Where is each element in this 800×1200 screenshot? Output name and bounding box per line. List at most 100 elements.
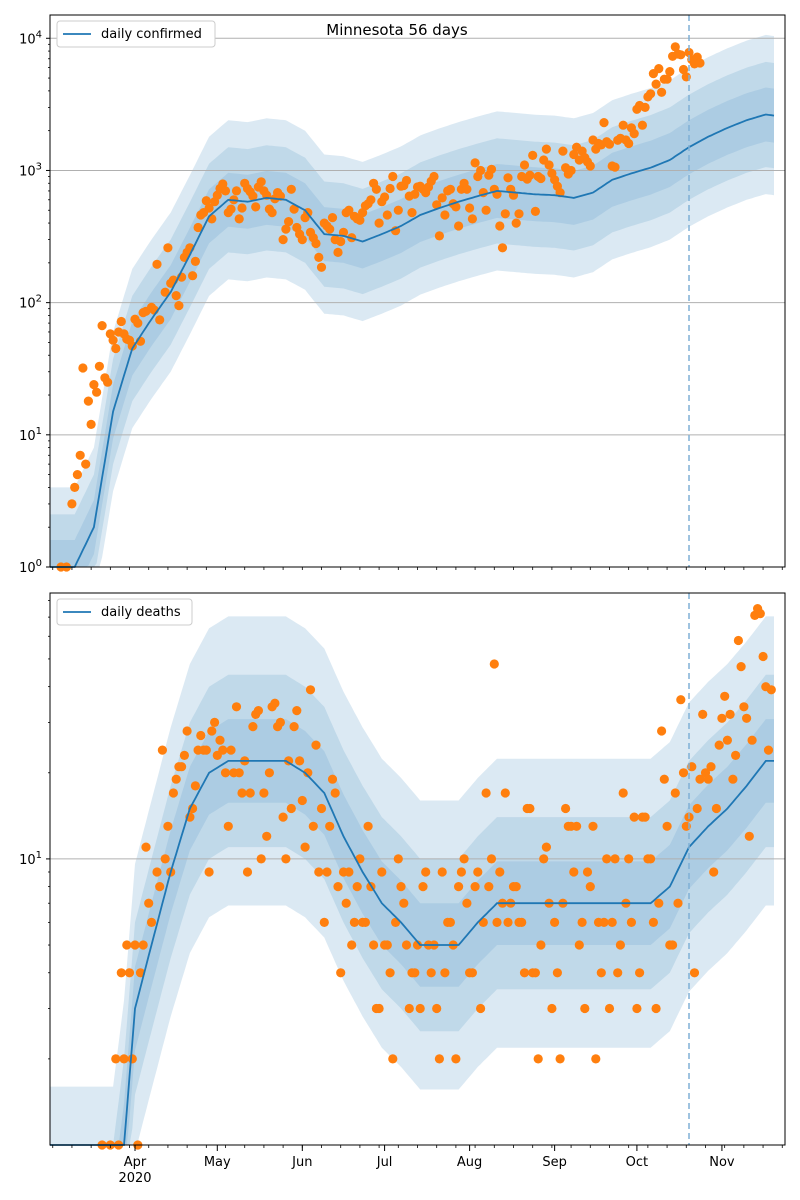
observed-point bbox=[152, 867, 162, 877]
observed-point bbox=[262, 831, 272, 841]
observed-point bbox=[371, 184, 381, 194]
x-tick-year-label: 2020 bbox=[118, 1171, 151, 1186]
observed-point bbox=[492, 917, 502, 928]
observed-point bbox=[511, 218, 521, 228]
observed-point bbox=[495, 221, 505, 231]
observed-point bbox=[659, 774, 669, 784]
observed-point bbox=[582, 867, 593, 877]
uncertainty-band-3 bbox=[50, 616, 774, 1145]
observed-point bbox=[325, 224, 335, 234]
observed-point bbox=[67, 499, 77, 509]
y-tick-label: 104 bbox=[19, 29, 42, 47]
observed-point bbox=[401, 175, 412, 186]
observed-point bbox=[382, 210, 392, 220]
observed-point bbox=[196, 730, 206, 741]
observed-point bbox=[484, 882, 494, 892]
observed-point bbox=[486, 854, 497, 864]
observed-point bbox=[415, 1003, 425, 1014]
observed-point bbox=[251, 202, 261, 212]
observed-point bbox=[264, 768, 274, 778]
observed-point bbox=[360, 917, 370, 928]
observed-point bbox=[629, 129, 639, 139]
confirmed-legend: daily confirmed bbox=[56, 20, 216, 48]
observed-point bbox=[481, 205, 491, 215]
observed-point bbox=[646, 89, 656, 99]
observed-point bbox=[94, 361, 104, 371]
observed-point bbox=[766, 685, 776, 695]
observed-point bbox=[747, 735, 757, 745]
observed-point bbox=[739, 702, 749, 712]
observed-point bbox=[338, 227, 349, 237]
observed-point bbox=[160, 854, 170, 864]
observed-point bbox=[503, 917, 513, 928]
observed-point bbox=[722, 735, 733, 745]
observed-point bbox=[396, 882, 406, 892]
observed-point bbox=[646, 854, 656, 864]
observed-point bbox=[89, 380, 99, 390]
observed-point bbox=[632, 1003, 642, 1014]
observed-point bbox=[599, 917, 609, 928]
uncertainty-band-2 bbox=[50, 674, 774, 1145]
y-tick-label: 101 bbox=[19, 850, 42, 868]
observed-point bbox=[678, 64, 689, 75]
legend-box bbox=[56, 20, 216, 48]
observed-point bbox=[278, 235, 288, 245]
observed-point bbox=[316, 262, 327, 272]
observed-point bbox=[445, 917, 455, 928]
observed-point bbox=[668, 940, 678, 950]
observed-point bbox=[742, 713, 752, 723]
observed-point bbox=[171, 291, 181, 301]
observed-point bbox=[72, 470, 82, 480]
observed-point bbox=[352, 882, 362, 892]
observed-point bbox=[295, 756, 305, 766]
observed-point bbox=[517, 917, 527, 928]
observed-point bbox=[248, 722, 258, 732]
observed-point bbox=[574, 940, 584, 950]
observed-point bbox=[500, 209, 510, 219]
observed-point bbox=[525, 170, 535, 180]
observed-point bbox=[489, 659, 499, 669]
observed-point bbox=[201, 745, 211, 755]
observed-point bbox=[640, 812, 650, 822]
observed-point bbox=[604, 139, 615, 149]
observed-point bbox=[226, 204, 236, 214]
observed-point bbox=[410, 189, 420, 199]
observed-point bbox=[437, 867, 447, 877]
observed-point bbox=[651, 79, 661, 89]
confirmed-panel: 100 101 102 103 104 Minnesota 56 days daily … bbox=[19, 14, 786, 576]
deaths-uncertainty-bands bbox=[50, 616, 774, 1145]
observed-point bbox=[473, 867, 483, 877]
observed-point bbox=[160, 287, 170, 297]
observed-point bbox=[585, 882, 595, 892]
observed-point bbox=[714, 740, 724, 750]
observed-point bbox=[237, 203, 247, 213]
observed-point bbox=[284, 217, 294, 227]
observed-point bbox=[92, 387, 102, 397]
observed-point bbox=[648, 917, 659, 928]
observed-point bbox=[234, 214, 244, 224]
observed-point bbox=[533, 1054, 543, 1064]
observed-point bbox=[193, 222, 203, 233]
x-tick-label: Oct bbox=[626, 1155, 648, 1170]
observed-point bbox=[451, 1054, 461, 1064]
observed-point bbox=[410, 968, 420, 978]
observed-point bbox=[604, 1003, 615, 1014]
observed-point bbox=[758, 651, 768, 662]
deaths-y-axis: 101 bbox=[19, 600, 50, 1060]
observed-point bbox=[445, 184, 455, 194]
observed-point bbox=[618, 120, 628, 130]
observed-point bbox=[640, 102, 650, 112]
observed-point bbox=[624, 854, 634, 864]
observed-point bbox=[122, 940, 132, 950]
observed-point bbox=[267, 208, 277, 218]
observed-point bbox=[736, 662, 746, 672]
deaths-observed-points bbox=[97, 604, 776, 1150]
observed-point bbox=[256, 854, 266, 864]
observed-point bbox=[434, 231, 444, 241]
observed-point bbox=[550, 917, 560, 928]
observed-point bbox=[481, 788, 491, 798]
observed-point bbox=[618, 788, 628, 798]
observed-point bbox=[678, 768, 689, 778]
observed-point bbox=[500, 788, 510, 798]
